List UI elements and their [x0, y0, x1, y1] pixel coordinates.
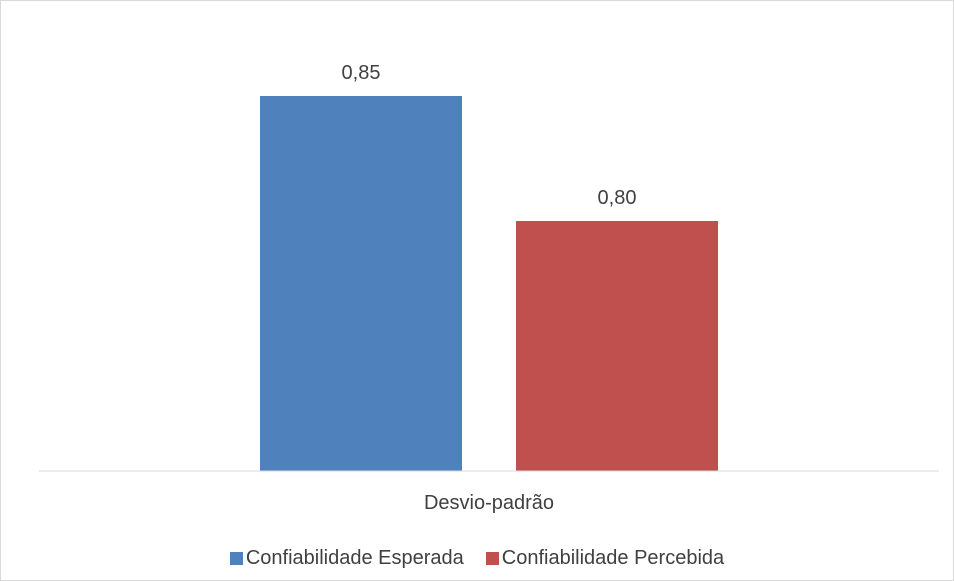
legend-item-esperada: Confiabilidade Esperada [229, 547, 464, 570]
legend-item-percebida: Confiabilidade Percebida [485, 547, 725, 570]
legend: Confiabilidade Esperada Confiabilidade P… [0, 547, 954, 570]
data-label-percebida: 0,80 [598, 187, 637, 209]
legend-label-percebida: Confiabilidade Percebida [501, 547, 725, 569]
category-label: Desvio-padrão [424, 492, 554, 514]
bars-group [260, 96, 718, 471]
data-label-esperada: 0,85 [342, 62, 381, 84]
bar-percebida [516, 221, 718, 471]
bar-chart: 0,85 0,80 Desvio-padrão [39, 62, 939, 514]
legend-swatch-esperada [229, 552, 243, 565]
legend-swatch-percebida [485, 552, 499, 565]
bar-esperada [260, 96, 462, 471]
data-labels-group: 0,85 0,80 [342, 62, 637, 209]
legend-label-esperada: Confiabilidade Esperada [245, 547, 464, 569]
